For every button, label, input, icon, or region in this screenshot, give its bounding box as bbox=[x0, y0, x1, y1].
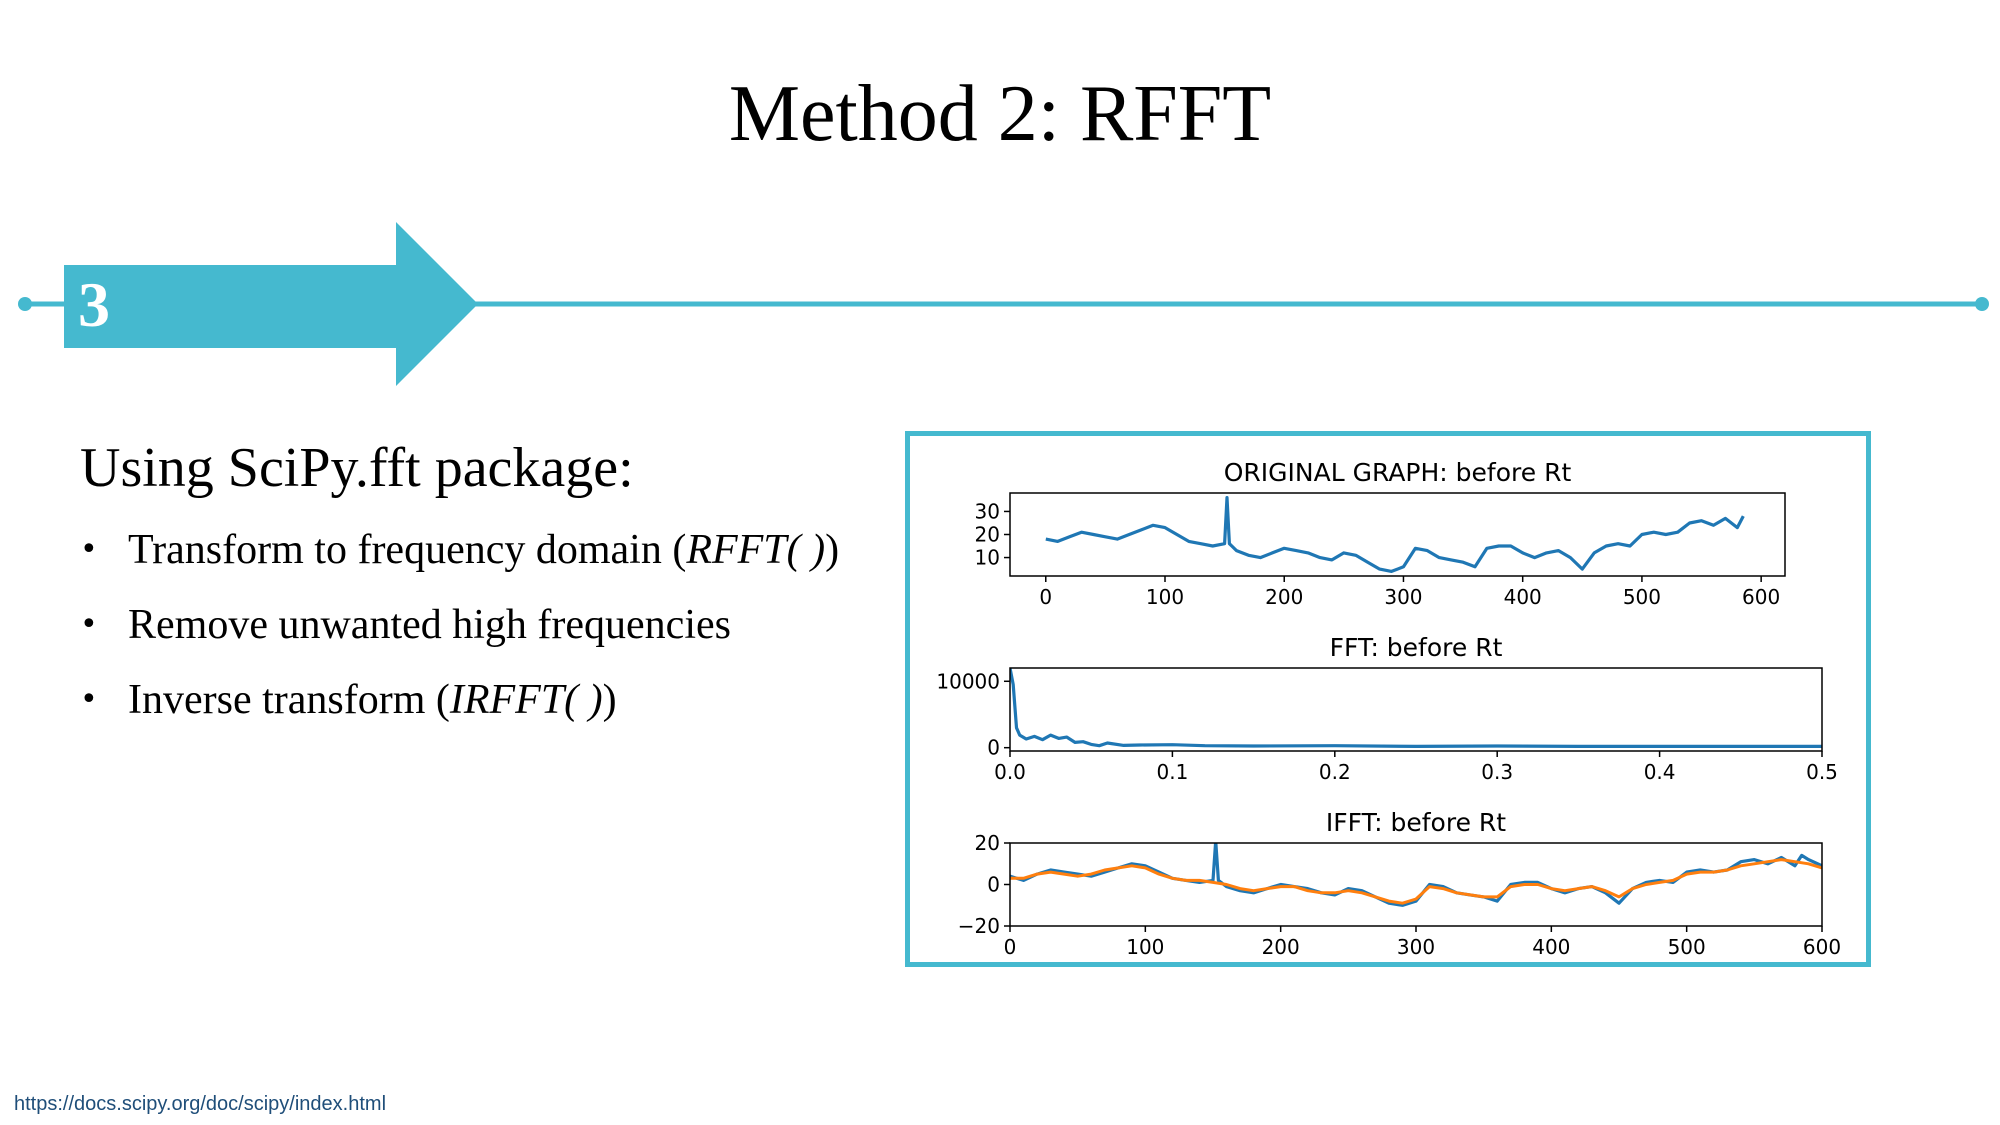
slide-title: Method 2: RFFT bbox=[728, 70, 1272, 158]
x-tick-label: 200 bbox=[1262, 935, 1300, 959]
x-tick-label: 0.2 bbox=[1319, 760, 1351, 784]
x-tick-label: 600 bbox=[1742, 585, 1780, 609]
x-tick-label: 400 bbox=[1504, 585, 1542, 609]
x-tick-label: 0.5 bbox=[1806, 760, 1838, 784]
bullet-item: • Transform to frequency domain (RFFT( )… bbox=[80, 525, 839, 600]
bullet-text: Transform to frequency domain ( bbox=[128, 527, 687, 573]
bullet-list: • Transform to frequency domain (RFFT( )… bbox=[80, 525, 839, 750]
axes-frame bbox=[1009, 842, 1823, 927]
series-line bbox=[1045, 495, 1745, 573]
timeline-start-dot bbox=[18, 297, 32, 311]
y-tick-label: 10 bbox=[975, 546, 1000, 570]
x-tick-label: 500 bbox=[1668, 935, 1706, 959]
series-line bbox=[1010, 843, 1822, 907]
y-tick-label: 0 bbox=[987, 736, 1000, 760]
axes-frame bbox=[1009, 667, 1823, 752]
bullet-math: RFFT( ) bbox=[686, 527, 826, 573]
x-tick-label: 0 bbox=[1039, 585, 1052, 609]
y-tick-label: 20 bbox=[975, 523, 1000, 547]
y-tick-label: −20 bbox=[958, 914, 1000, 938]
subplot-title: FFT: before Rt bbox=[1330, 633, 1503, 662]
step-number: 3 bbox=[78, 269, 110, 340]
y-tick-label: 0 bbox=[987, 873, 1000, 897]
x-tick-label: 200 bbox=[1265, 585, 1303, 609]
x-tick-label: 0 bbox=[1004, 935, 1017, 959]
fft-figure: ORIGINAL GRAPH: before Rt0 100 200 300 400 50… bbox=[936, 458, 1841, 959]
bullet-item: • Inverse transform (IRFFT( )) bbox=[80, 675, 839, 750]
x-tick-label: 0.4 bbox=[1644, 760, 1676, 784]
bullet-suffix: ) bbox=[825, 527, 840, 573]
subplot-title: IFFT: before Rt bbox=[1326, 808, 1506, 837]
x-tick-label: 300 bbox=[1384, 585, 1422, 609]
x-tick-label: 0.0 bbox=[994, 760, 1026, 784]
source-link[interactable]: https://docs.scipy.org/doc/scipy/index.h… bbox=[14, 1093, 387, 1115]
x-tick-label: 100 bbox=[1126, 935, 1164, 959]
x-tick-label: 500 bbox=[1623, 585, 1661, 609]
bullet-math: IRFFT( ) bbox=[449, 677, 603, 723]
bullet-symbol: • bbox=[80, 607, 98, 642]
step-arrow-shape bbox=[64, 222, 478, 386]
bullet-suffix: ) bbox=[602, 677, 617, 723]
bullet-symbol: • bbox=[80, 532, 98, 567]
x-tick-label: 400 bbox=[1532, 935, 1570, 959]
y-tick-label: 30 bbox=[975, 499, 1000, 523]
x-tick-label: 0.1 bbox=[1156, 760, 1188, 784]
y-tick-label: 20 bbox=[975, 831, 1000, 855]
x-tick-label: 600 bbox=[1803, 935, 1841, 959]
y-tick-label: 10000 bbox=[936, 669, 1000, 693]
timeline-arrow bbox=[18, 222, 1989, 386]
bullet-item: • Remove unwanted high frequencies bbox=[80, 600, 839, 675]
section-heading: Using SciPy.fft package: bbox=[80, 437, 634, 499]
series-line bbox=[1010, 858, 1822, 905]
x-tick-label: 300 bbox=[1397, 935, 1435, 959]
bullet-text: Remove unwanted high frequencies bbox=[128, 602, 731, 648]
figure-frame bbox=[905, 431, 1871, 967]
subplot-title: ORIGINAL GRAPH: before Rt bbox=[1224, 458, 1572, 487]
bullet-text: Inverse transform ( bbox=[128, 677, 450, 723]
x-tick-label: 0.3 bbox=[1481, 760, 1513, 784]
x-tick-label: 100 bbox=[1146, 585, 1184, 609]
series-line bbox=[1010, 668, 1822, 748]
bullet-symbol: • bbox=[80, 682, 98, 717]
timeline-end-dot bbox=[1975, 297, 1989, 311]
